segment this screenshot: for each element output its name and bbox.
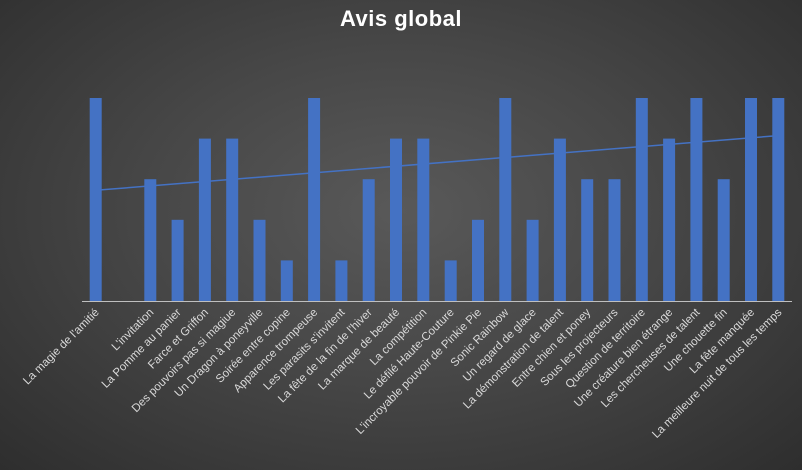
bar	[390, 138, 402, 301]
bar	[198, 138, 211, 301]
bar	[772, 98, 785, 301]
bar	[89, 98, 102, 301]
x-tick-label: La magie de l'amitié	[21, 307, 102, 388]
bar	[253, 219, 266, 301]
bar	[553, 138, 566, 301]
bar	[717, 179, 730, 301]
bar	[171, 219, 184, 301]
bar	[608, 179, 621, 301]
bar	[444, 260, 457, 301]
bar	[472, 219, 484, 301]
bar	[581, 179, 594, 301]
chart-title: Avis global	[339, 6, 463, 31]
bar	[663, 138, 676, 301]
bar	[635, 98, 648, 301]
bar	[335, 260, 348, 301]
bar	[280, 260, 293, 301]
bar	[362, 179, 375, 301]
bar	[417, 138, 430, 301]
bar	[144, 179, 157, 301]
bar	[499, 98, 512, 301]
bar	[690, 98, 703, 301]
bar	[526, 219, 539, 301]
bar	[226, 138, 239, 301]
bar	[308, 98, 321, 301]
trendline	[95, 134, 779, 192]
bar	[745, 98, 757, 301]
